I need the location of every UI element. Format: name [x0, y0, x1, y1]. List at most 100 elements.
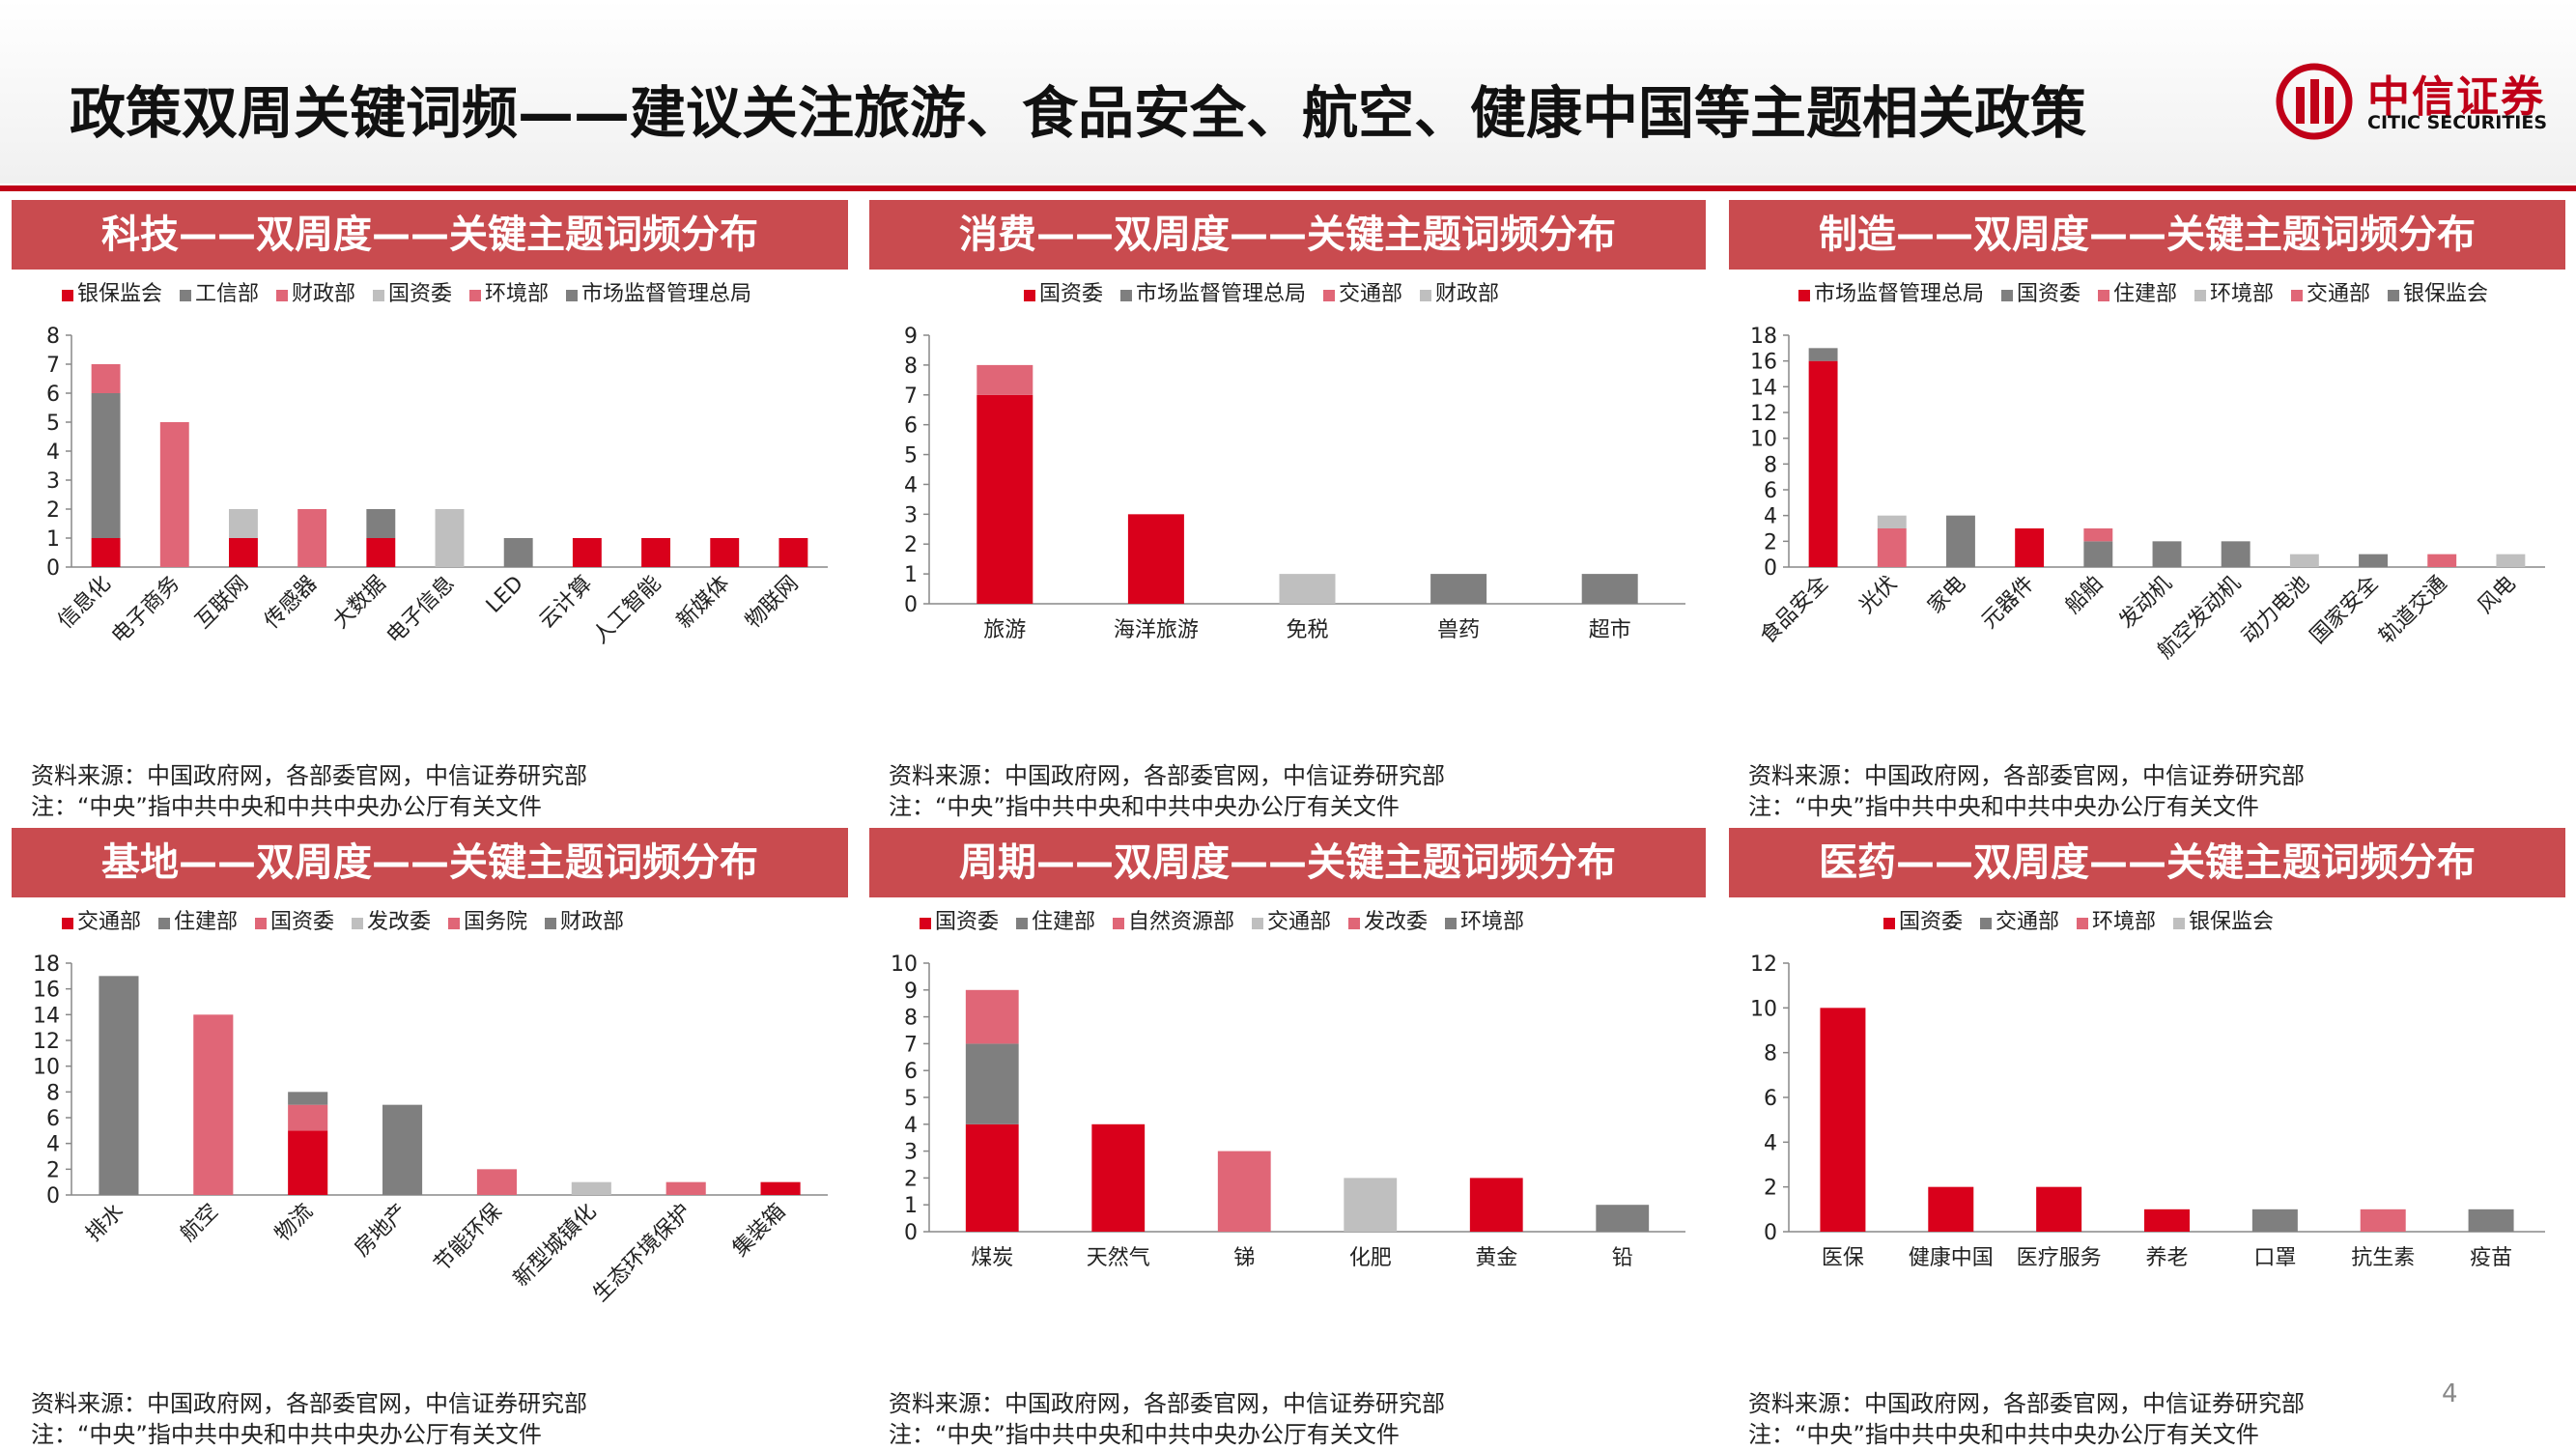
bar-segment [965, 1123, 1019, 1232]
bar-segment [710, 538, 740, 567]
y-tick-label: 9 [904, 325, 918, 349]
chart-infrastructure: 交通部 住建部 国资委 发改委 国务院 财政部 024681012141618 排水 航空 物流房… [33, 910, 828, 1307]
header-divider [0, 185, 2576, 191]
source-line: 资料来源：中国政府网，各部委官网，中信证券研究部 [889, 1390, 1445, 1417]
bar-segment [2083, 541, 2113, 567]
bar-segment [297, 509, 327, 567]
panel-pharma: 医药——双周度——关键主题词频分布 国资委 交通部 环境部 银保监会 0 2 4 6 8 10 12… [1729, 828, 2565, 1448]
y-tick-label: 1 [46, 527, 60, 552]
legend-label: 银保监会 [2189, 910, 2274, 934]
y-tick-label: 0 [1764, 556, 1777, 581]
y-tick-label: 7 [904, 384, 918, 409]
panel-title: 基地——双周度——关键主题词频分布 [12, 828, 848, 897]
chart-pharma: 国资委 交通部 环境部 银保监会 0 2 4 6 8 10 12 医保 健康中国 医疗服务 养老 口罩 抗生素 疫… [1750, 910, 2545, 1270]
x-tick-label: 新型城镇化 [509, 1200, 601, 1292]
bar-segment [159, 422, 189, 567]
bar-segment [435, 509, 465, 567]
y-tick-label: 4 [46, 1133, 60, 1157]
legend-label: 国务院 [464, 910, 527, 934]
legend-label: 市场监督管理总局 [1136, 282, 1306, 306]
x-tick-label: 化肥 [1349, 1246, 1392, 1270]
legend-label: 银保监会 [2403, 282, 2488, 306]
y-tick-label: 12 [1750, 952, 1777, 977]
bar-segment [2251, 1208, 2298, 1232]
bar-segment [1808, 360, 1838, 567]
bar-segment [977, 364, 1033, 395]
bar-segment [366, 538, 396, 567]
bar-segment [1946, 515, 1975, 567]
y-tick-label: 4 [1764, 1131, 1777, 1155]
y-tick-label: 0 [46, 556, 60, 581]
legend-swatch [1420, 290, 1431, 301]
bar-segment [977, 394, 1033, 604]
x-tick-label: 锑 [1233, 1246, 1255, 1270]
bar-segment [193, 1014, 234, 1195]
source-note: 资料来源：中国政府网，各部委官网，中信证券研究部 注：“中央”指中共中央和中共中… [31, 1388, 587, 1450]
legend-label: 交通部 [1267, 910, 1331, 934]
y-tick-label: 3 [46, 469, 60, 494]
legend-swatch [62, 918, 73, 929]
bar-segment [1928, 1186, 1974, 1232]
legend-label: 国资委 [270, 910, 334, 934]
panel-infrastructure: 基地——双周度——关键主题词频分布 交通部 住建部 国资委 发改委 国务院 财政部 0 2 4 6… [12, 828, 848, 1448]
legend-swatch [2388, 290, 2399, 301]
source-line: 资料来源：中国政府网，各部委官网，中信证券研究部 [31, 1390, 587, 1417]
legend-label: 环境部 [1460, 910, 1524, 934]
legend-label: 交通部 [1996, 910, 2059, 934]
logo-english-text: CITIC SECURITIES [2367, 112, 2548, 133]
x-tick-label: 集装箱 [728, 1200, 790, 1262]
legend-swatch [180, 290, 191, 301]
legend-swatch [2077, 918, 2088, 929]
legend-swatch [545, 918, 556, 929]
bar-segment [229, 538, 258, 567]
x-tick-label: 海洋旅游 [1114, 618, 1199, 642]
bar-segment [572, 538, 602, 567]
y-tick-label: 18 [33, 952, 60, 977]
y-tick-label: 0 [904, 593, 918, 617]
panel-tech: 科技——双周度——关键主题词频分布 银保监会 工信部 财政部 国资委 环境部 市场监督管理… [12, 200, 848, 820]
bar-segment [2015, 528, 2045, 567]
chart-cyclical: 国资委 住建部 自然资源部 交通部 发改委 环境部012345678910煤炭 天然气锑化肥… [891, 910, 1685, 1270]
note-line: 注：“中央”指中共中央和中共中央办公厅有关文件 [1748, 793, 2259, 820]
legend-swatch [373, 290, 384, 301]
y-tick-label: 8 [904, 1007, 918, 1031]
panel-title: 周期——双周度——关键主题词频分布 [869, 828, 1706, 897]
x-tick-label: 元器件 [1977, 572, 2039, 634]
bar-segment [1279, 574, 1336, 604]
x-tick-label: 生态环境保护 [588, 1200, 695, 1307]
y-tick-label: 7 [46, 354, 60, 378]
legend-swatch [448, 918, 460, 929]
bar-segment [2083, 528, 2113, 542]
legend-label: 住建部 [174, 910, 238, 934]
note-line: 注：“中央”指中共中央和中共中央办公厅有关文件 [889, 793, 1400, 820]
legend-swatch [255, 918, 267, 929]
legend-label: 银保监会 [77, 282, 162, 306]
legend-swatch [1323, 290, 1335, 301]
y-tick-label: 6 [1764, 1087, 1777, 1111]
panel-title: 科技——双周度——关键主题词频分布 [12, 200, 848, 270]
legend-label: 发改委 [1364, 910, 1428, 934]
note-line: 注：“中央”指中共中央和中共中央办公厅有关文件 [31, 793, 542, 820]
bar-segment [91, 393, 121, 538]
panel-title: 制造——双周度——关键主题词频分布 [1729, 200, 2565, 270]
bar-segment [288, 1092, 328, 1105]
y-tick-label: 10 [1750, 428, 1777, 452]
x-tick-label: 风电 [2474, 572, 2521, 619]
y-tick-label: 4 [904, 473, 918, 498]
y-tick-label: 6 [46, 383, 60, 407]
x-tick-label: 节能环保 [430, 1200, 507, 1277]
legend-swatch [1113, 918, 1124, 929]
y-tick-label: 18 [1750, 325, 1777, 349]
x-tick-label: 家电 [1923, 572, 1970, 619]
chart-consumption: 国资委 市场监督管理总局 交通部 财政部 0 1 2 3 4 5 6 7 8 9 旅游 海洋旅游 免税 兽药 超市 [904, 282, 1685, 642]
bar-segment [91, 538, 121, 567]
bar-segment [366, 509, 396, 538]
y-tick-label: 12 [33, 1030, 60, 1054]
x-tick-label: 船舶 [2061, 572, 2109, 619]
legend-swatch [920, 918, 931, 929]
header-bar [0, 0, 2576, 184]
y-tick-label: 10 [33, 1056, 60, 1080]
page-title: 政策双周关键词频——建议关注旅游、食品安全、航空、健康中国等主题相关政策 [70, 80, 2087, 146]
source-line: 资料来源：中国政府网，各部委官网，中信证券研究部 [31, 762, 587, 789]
